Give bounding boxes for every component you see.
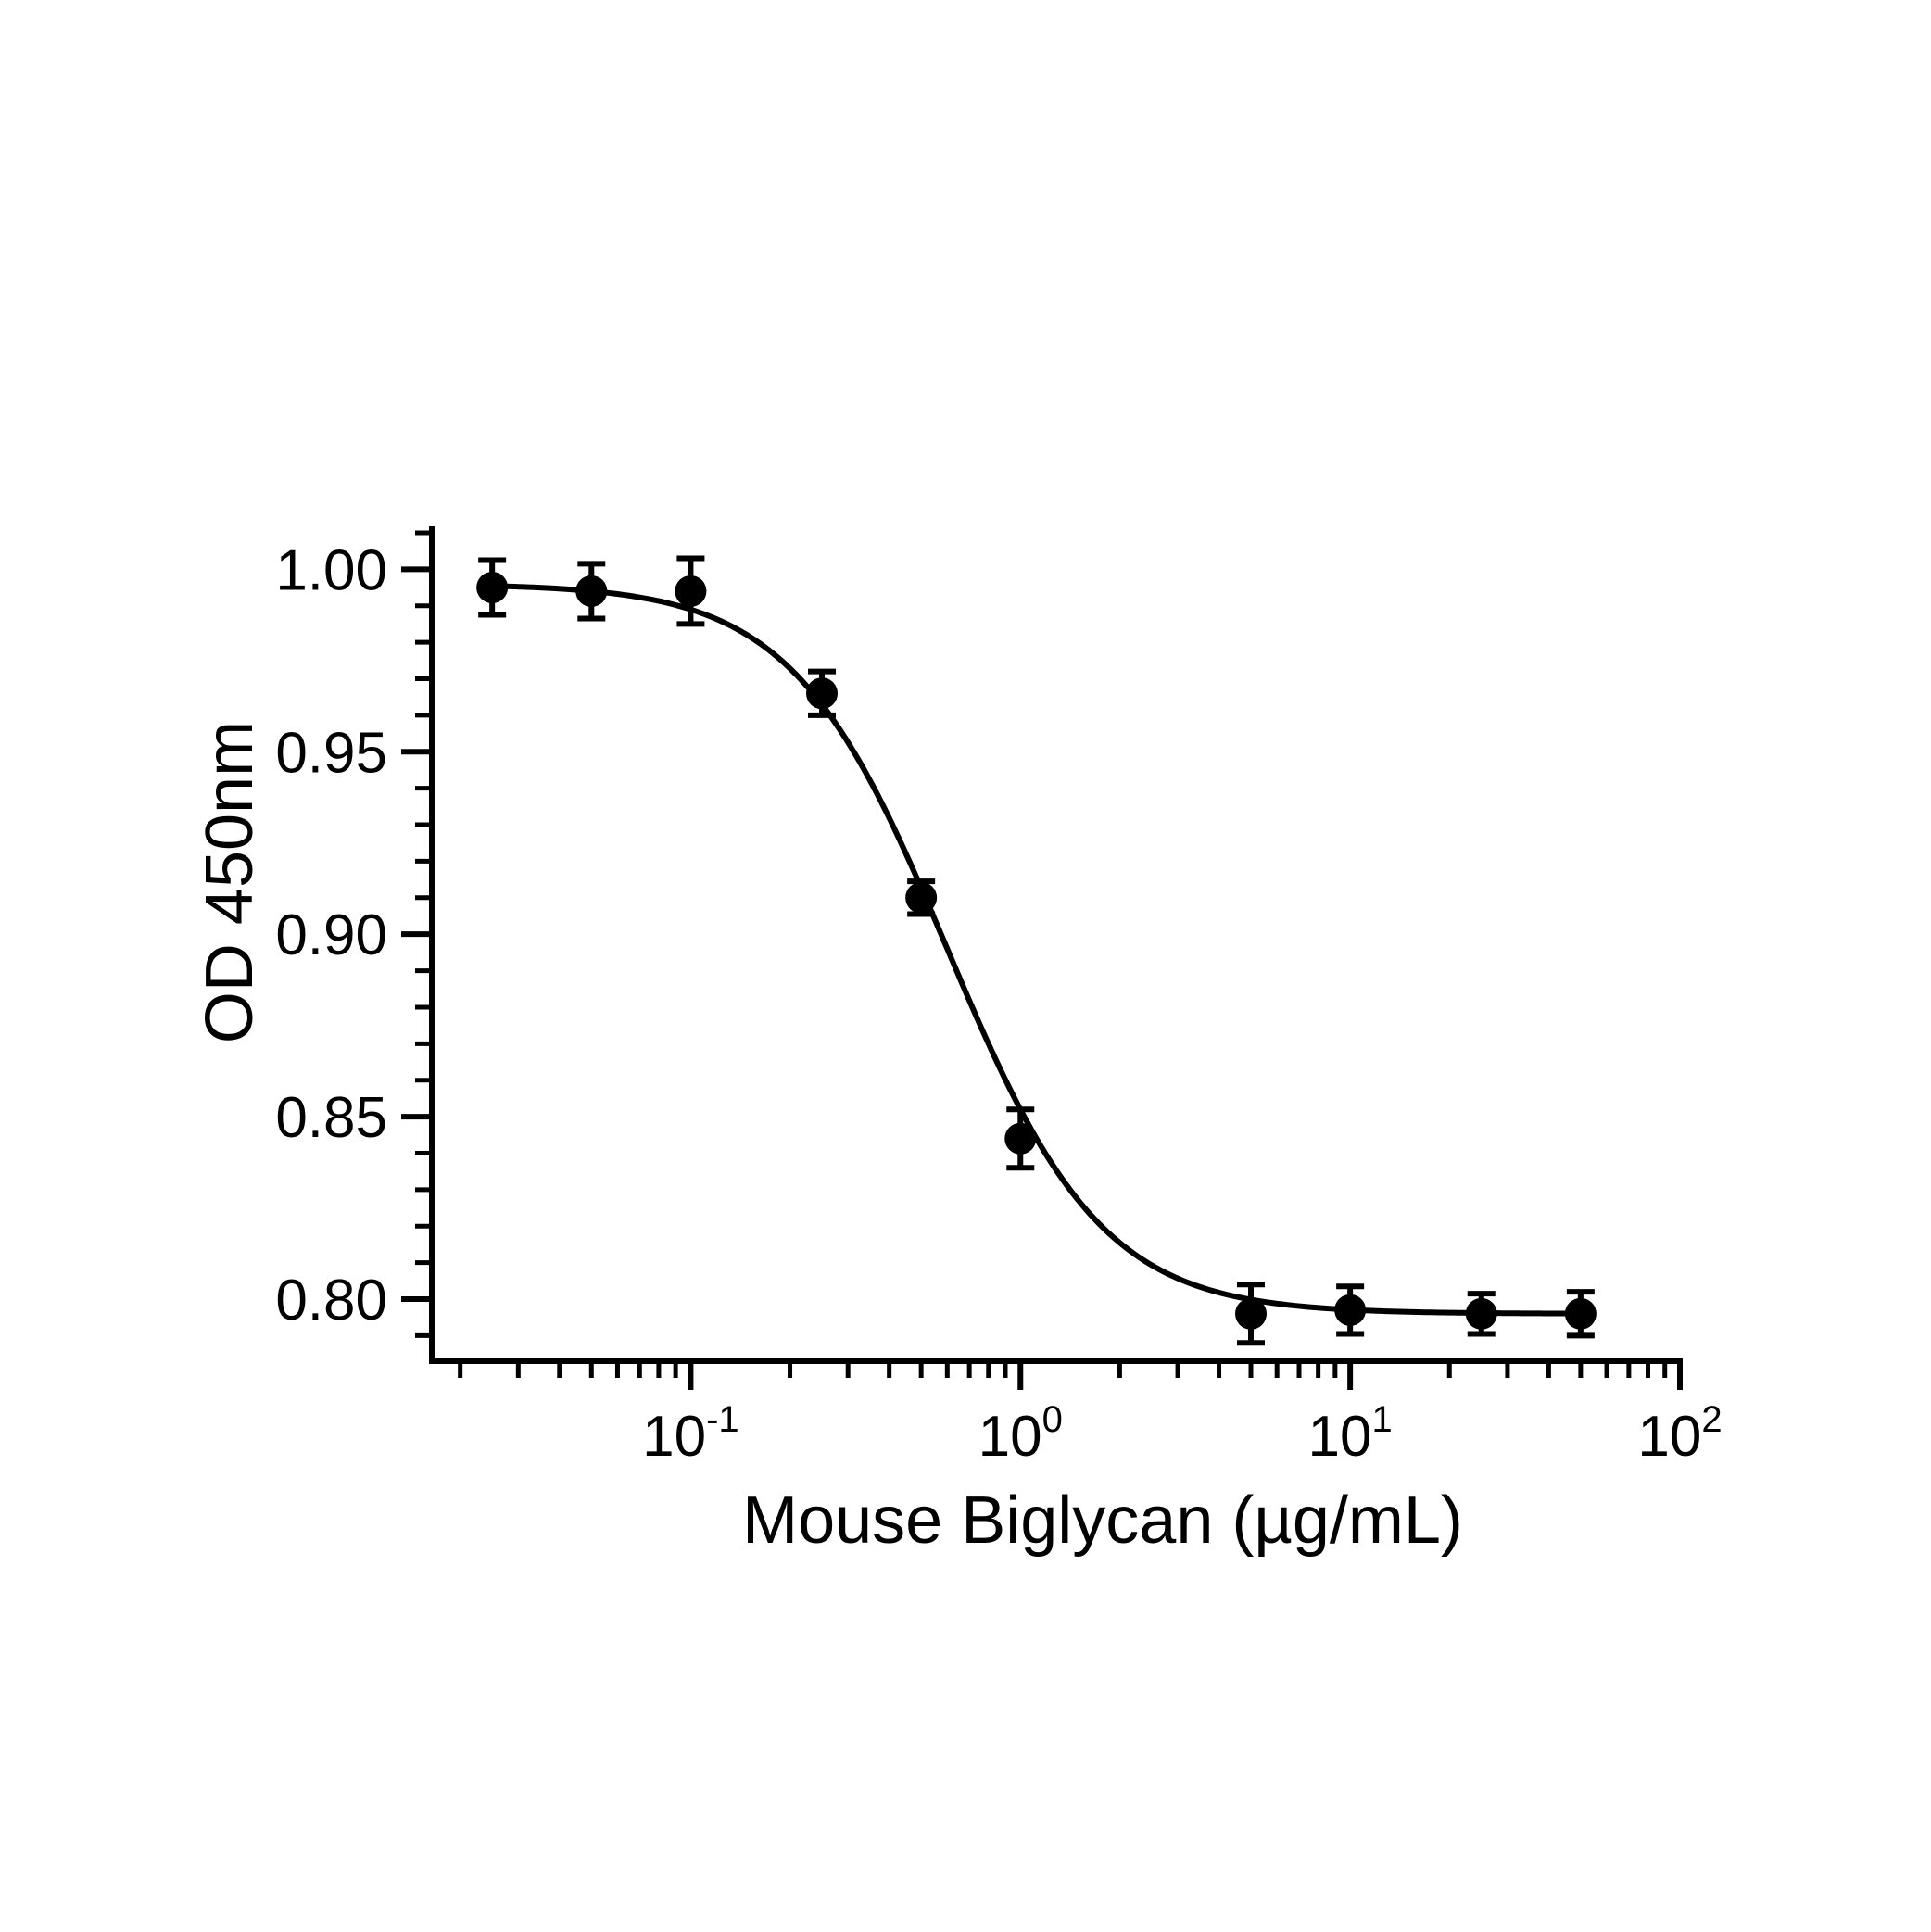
y-tick-label: 1.00	[275, 538, 387, 602]
x-tick-label: 102	[1637, 1399, 1722, 1469]
point-marker	[675, 575, 707, 607]
x-ticks: 10-1 100 101 102	[458, 1358, 1723, 1469]
x-tick-label: 100	[978, 1399, 1063, 1469]
y-ticks: 1.00 0.95 0.90 0.85 0.80	[275, 530, 435, 1338]
data-point	[675, 555, 707, 627]
point-marker	[476, 572, 509, 604]
data-point	[1465, 1291, 1497, 1337]
point-marker	[1465, 1297, 1497, 1330]
y-axis-title: OD 450nm	[193, 721, 267, 1043]
data-point	[575, 561, 608, 622]
point-marker	[575, 575, 608, 607]
data-point	[806, 668, 839, 718]
x-axis-title: Mouse Biglycan (µg/mL)	[742, 1484, 1463, 1558]
point-marker	[1334, 1294, 1367, 1326]
x-tick-label: 10-1	[642, 1399, 739, 1469]
point-marker	[1235, 1297, 1268, 1330]
x-tick-label: 101	[1308, 1399, 1393, 1469]
y-tick-label: 0.95	[275, 721, 387, 785]
data-point	[905, 878, 938, 917]
data-point	[1334, 1283, 1367, 1337]
axes	[429, 526, 1683, 1364]
data-point	[476, 557, 509, 618]
fit-curve	[492, 583, 1581, 1317]
data-point	[1235, 1282, 1268, 1346]
point-marker	[1004, 1122, 1037, 1155]
point-marker	[1564, 1297, 1597, 1330]
y-tick-label: 0.80	[275, 1269, 387, 1332]
data-points	[476, 555, 1597, 1346]
data-point	[1564, 1289, 1597, 1339]
y-tick-label: 0.90	[275, 903, 387, 967]
point-marker	[905, 881, 938, 914]
data-point	[1004, 1106, 1037, 1171]
y-tick-label: 0.85	[275, 1086, 387, 1150]
point-marker	[806, 677, 839, 710]
